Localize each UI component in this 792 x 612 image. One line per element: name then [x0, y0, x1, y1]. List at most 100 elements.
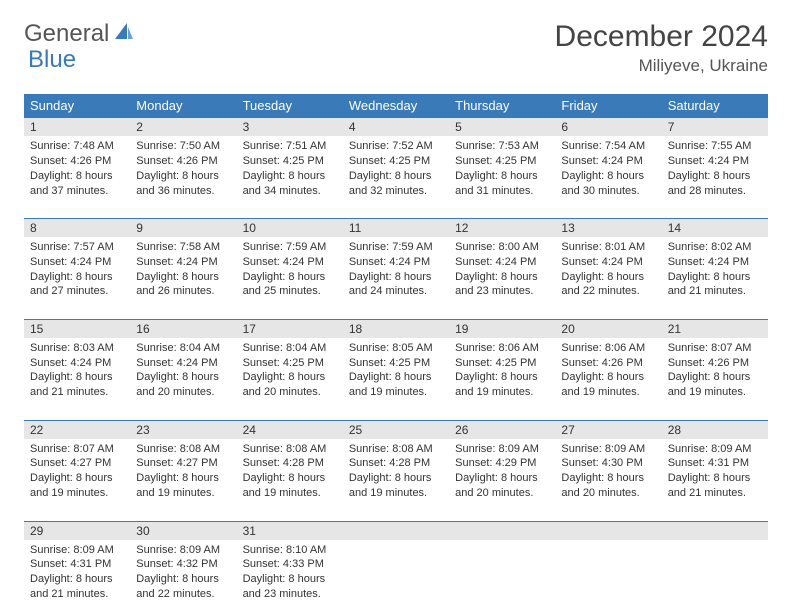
calendar-day-cell: 27Sunrise: 8:09 AMSunset: 4:30 PMDayligh… — [555, 420, 661, 507]
calendar-header-row: Sunday Monday Tuesday Wednesday Thursday… — [24, 94, 768, 118]
calendar-day-cell: 23Sunrise: 8:08 AMSunset: 4:27 PMDayligh… — [130, 420, 236, 507]
calendar-day-cell: 11Sunrise: 7:59 AMSunset: 4:24 PMDayligh… — [343, 218, 449, 305]
day-info: Sunrise: 8:08 AMSunset: 4:28 PMDaylight:… — [237, 439, 343, 507]
day-info: Sunrise: 7:53 AMSunset: 4:25 PMDaylight:… — [449, 136, 555, 204]
day-info: Sunrise: 8:04 AMSunset: 4:24 PMDaylight:… — [130, 338, 236, 406]
spacer-row — [24, 305, 768, 319]
day-info: Sunrise: 8:07 AMSunset: 4:27 PMDaylight:… — [24, 439, 130, 507]
location: Miliyeve, Ukraine — [555, 56, 768, 76]
calendar-day-cell: 25Sunrise: 8:08 AMSunset: 4:28 PMDayligh… — [343, 420, 449, 507]
day-number: 29 — [24, 522, 130, 540]
day-info: Sunrise: 8:09 AMSunset: 4:32 PMDaylight:… — [130, 540, 236, 608]
day-info: Sunrise: 8:09 AMSunset: 4:31 PMDaylight:… — [662, 439, 768, 507]
day-number: 18 — [343, 320, 449, 338]
calendar-day-cell: 8Sunrise: 7:57 AMSunset: 4:24 PMDaylight… — [24, 218, 130, 305]
day-number: 15 — [24, 320, 130, 338]
calendar-day-cell: 19Sunrise: 8:06 AMSunset: 4:25 PMDayligh… — [449, 319, 555, 406]
calendar-day-cell — [555, 521, 661, 608]
spacer-row — [24, 204, 768, 218]
day-number: 25 — [343, 421, 449, 439]
col-tuesday: Tuesday — [237, 94, 343, 118]
calendar-day-cell: 2Sunrise: 7:50 AMSunset: 4:26 PMDaylight… — [130, 118, 236, 205]
day-info: Sunrise: 8:02 AMSunset: 4:24 PMDaylight:… — [662, 237, 768, 305]
brand-general: General — [24, 20, 109, 48]
col-monday: Monday — [130, 94, 236, 118]
calendar-day-cell: 14Sunrise: 8:02 AMSunset: 4:24 PMDayligh… — [662, 218, 768, 305]
day-number: 28 — [662, 421, 768, 439]
calendar-day-cell: 24Sunrise: 8:08 AMSunset: 4:28 PMDayligh… — [237, 420, 343, 507]
day-info: Sunrise: 8:06 AMSunset: 4:25 PMDaylight:… — [449, 338, 555, 406]
day-info: Sunrise: 8:08 AMSunset: 4:27 PMDaylight:… — [130, 439, 236, 507]
calendar-day-cell: 21Sunrise: 8:07 AMSunset: 4:26 PMDayligh… — [662, 319, 768, 406]
day-info: Sunrise: 8:00 AMSunset: 4:24 PMDaylight:… — [449, 237, 555, 305]
day-info: Sunrise: 7:52 AMSunset: 4:25 PMDaylight:… — [343, 136, 449, 204]
day-info: Sunrise: 8:09 AMSunset: 4:31 PMDaylight:… — [24, 540, 130, 608]
col-wednesday: Wednesday — [343, 94, 449, 118]
day-info: Sunrise: 8:09 AMSunset: 4:29 PMDaylight:… — [449, 439, 555, 507]
day-number: 9 — [130, 219, 236, 237]
day-number: 14 — [662, 219, 768, 237]
calendar-week-row: 8Sunrise: 7:57 AMSunset: 4:24 PMDaylight… — [24, 218, 768, 305]
calendar-day-cell: 20Sunrise: 8:06 AMSunset: 4:26 PMDayligh… — [555, 319, 661, 406]
day-number: 5 — [449, 118, 555, 136]
day-number — [662, 522, 768, 540]
day-number — [343, 522, 449, 540]
calendar-day-cell: 12Sunrise: 8:00 AMSunset: 4:24 PMDayligh… — [449, 218, 555, 305]
col-saturday: Saturday — [662, 94, 768, 118]
day-info: Sunrise: 7:58 AMSunset: 4:24 PMDaylight:… — [130, 237, 236, 305]
calendar-day-cell: 3Sunrise: 7:51 AMSunset: 4:25 PMDaylight… — [237, 118, 343, 205]
col-thursday: Thursday — [449, 94, 555, 118]
day-number: 12 — [449, 219, 555, 237]
day-info: Sunrise: 7:51 AMSunset: 4:25 PMDaylight:… — [237, 136, 343, 204]
day-number: 20 — [555, 320, 661, 338]
calendar-week-row: 29Sunrise: 8:09 AMSunset: 4:31 PMDayligh… — [24, 521, 768, 608]
day-info: Sunrise: 8:07 AMSunset: 4:26 PMDaylight:… — [662, 338, 768, 406]
calendar-day-cell: 29Sunrise: 8:09 AMSunset: 4:31 PMDayligh… — [24, 521, 130, 608]
day-number: 2 — [130, 118, 236, 136]
day-info — [662, 540, 768, 594]
day-info — [555, 540, 661, 594]
day-info: Sunrise: 7:55 AMSunset: 4:24 PMDaylight:… — [662, 136, 768, 204]
calendar-day-cell: 15Sunrise: 8:03 AMSunset: 4:24 PMDayligh… — [24, 319, 130, 406]
day-info: Sunrise: 7:59 AMSunset: 4:24 PMDaylight:… — [237, 237, 343, 305]
day-number: 21 — [662, 320, 768, 338]
title-block: December 2024 Miliyeve, Ukraine — [555, 20, 768, 76]
calendar-day-cell — [343, 521, 449, 608]
day-info — [449, 540, 555, 594]
day-number — [449, 522, 555, 540]
col-sunday: Sunday — [24, 94, 130, 118]
calendar-day-cell: 18Sunrise: 8:05 AMSunset: 4:25 PMDayligh… — [343, 319, 449, 406]
spacer-row — [24, 406, 768, 420]
calendar-day-cell — [449, 521, 555, 608]
day-info: Sunrise: 7:57 AMSunset: 4:24 PMDaylight:… — [24, 237, 130, 305]
day-number: 27 — [555, 421, 661, 439]
header: General December 2024 Miliyeve, Ukraine — [24, 20, 768, 76]
day-number: 24 — [237, 421, 343, 439]
day-info: Sunrise: 8:08 AMSunset: 4:28 PMDaylight:… — [343, 439, 449, 507]
day-number: 13 — [555, 219, 661, 237]
day-info: Sunrise: 7:54 AMSunset: 4:24 PMDaylight:… — [555, 136, 661, 204]
day-info: Sunrise: 7:50 AMSunset: 4:26 PMDaylight:… — [130, 136, 236, 204]
day-number: 10 — [237, 219, 343, 237]
calendar-day-cell: 1Sunrise: 7:48 AMSunset: 4:26 PMDaylight… — [24, 118, 130, 205]
day-info: Sunrise: 8:09 AMSunset: 4:30 PMDaylight:… — [555, 439, 661, 507]
day-number: 6 — [555, 118, 661, 136]
calendar-day-cell — [662, 521, 768, 608]
day-info: Sunrise: 8:06 AMSunset: 4:26 PMDaylight:… — [555, 338, 661, 406]
day-info: Sunrise: 8:01 AMSunset: 4:24 PMDaylight:… — [555, 237, 661, 305]
calendar-day-cell: 5Sunrise: 7:53 AMSunset: 4:25 PMDaylight… — [449, 118, 555, 205]
calendar-day-cell: 7Sunrise: 7:55 AMSunset: 4:24 PMDaylight… — [662, 118, 768, 205]
day-info: Sunrise: 7:48 AMSunset: 4:26 PMDaylight:… — [24, 136, 130, 204]
calendar-day-cell: 17Sunrise: 8:04 AMSunset: 4:25 PMDayligh… — [237, 319, 343, 406]
calendar-week-row: 15Sunrise: 8:03 AMSunset: 4:24 PMDayligh… — [24, 319, 768, 406]
day-number — [555, 522, 661, 540]
day-number: 26 — [449, 421, 555, 439]
day-number: 7 — [662, 118, 768, 136]
day-number: 1 — [24, 118, 130, 136]
day-info: Sunrise: 8:04 AMSunset: 4:25 PMDaylight:… — [237, 338, 343, 406]
calendar-day-cell: 4Sunrise: 7:52 AMSunset: 4:25 PMDaylight… — [343, 118, 449, 205]
day-number: 23 — [130, 421, 236, 439]
day-number: 30 — [130, 522, 236, 540]
calendar-day-cell: 13Sunrise: 8:01 AMSunset: 4:24 PMDayligh… — [555, 218, 661, 305]
day-number: 31 — [237, 522, 343, 540]
